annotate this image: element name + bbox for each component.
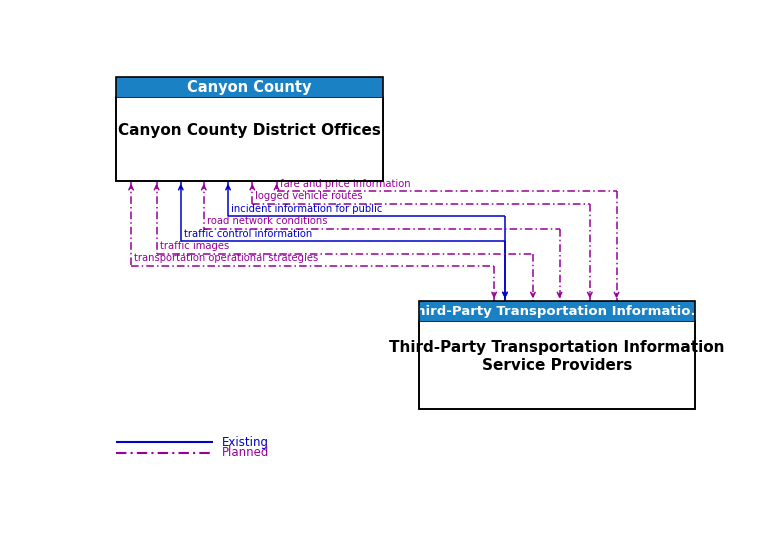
Text: Third-Party Transportation Informatio...: Third-Party Transportation Informatio... — [407, 305, 706, 317]
Text: Canyon County: Canyon County — [187, 80, 311, 94]
Text: incident information for public: incident information for public — [231, 204, 382, 213]
Bar — [116, 77, 382, 97]
Bar — [116, 97, 382, 181]
Text: Planned: Planned — [222, 446, 269, 459]
Text: traffic control information: traffic control information — [184, 229, 312, 239]
Text: logged vehicle routes: logged vehicle routes — [256, 191, 363, 201]
Text: road network conditions: road network conditions — [206, 216, 328, 226]
Text: fare and price information: fare and price information — [280, 179, 411, 189]
Text: traffic images: traffic images — [160, 241, 229, 251]
Text: Canyon County District Offices: Canyon County District Offices — [118, 123, 381, 138]
Bar — [419, 321, 694, 409]
Text: Third-Party Transportation Information
Service Providers: Third-Party Transportation Information S… — [389, 340, 725, 372]
Bar — [419, 301, 694, 321]
Bar — [419, 301, 694, 409]
Text: transportation operational strategies: transportation operational strategies — [135, 253, 318, 264]
Text: Existing: Existing — [222, 436, 269, 449]
Bar — [116, 77, 382, 181]
